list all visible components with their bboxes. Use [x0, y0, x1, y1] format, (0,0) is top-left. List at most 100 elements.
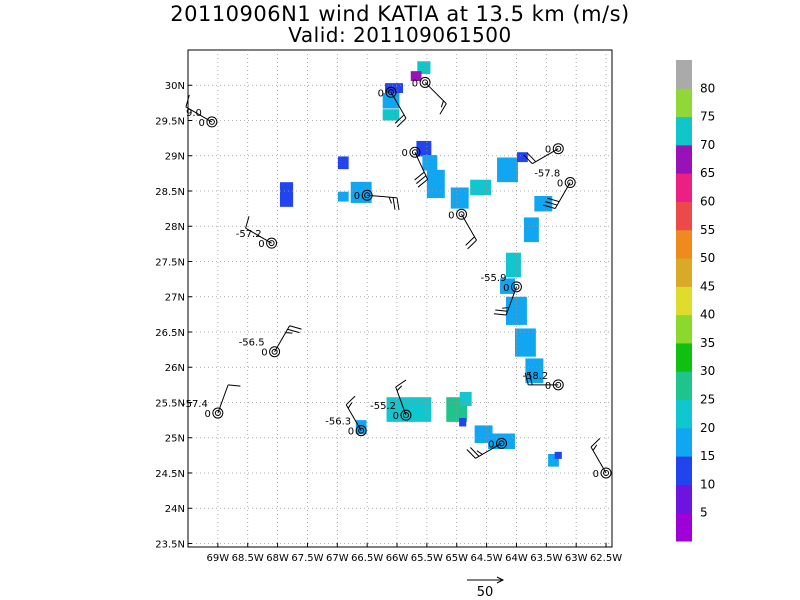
- wind-barb-flag: [590, 438, 601, 448]
- station-marker: 09.0: [185, 94, 218, 129]
- station-value-label: -57.2: [236, 229, 262, 240]
- wind-barb-flag: [470, 447, 480, 457]
- swath-cell: [459, 391, 472, 407]
- station-ring: [409, 146, 421, 158]
- x-tick-label: 68W: [266, 553, 289, 564]
- wind-barb-flag: [524, 372, 529, 385]
- colorbar-label: 70: [700, 138, 715, 152]
- wind-barb-flag: [394, 114, 405, 124]
- station-ring: [552, 379, 564, 391]
- y-tick-label: 23.5N: [155, 539, 185, 550]
- y-tick-label: 29.5N: [155, 116, 185, 127]
- station-ring: [269, 346, 281, 358]
- colorbar-label: 75: [700, 110, 715, 124]
- x-tick-label: 63.5W: [530, 553, 562, 564]
- y-tick-label: 28.5N: [155, 187, 185, 198]
- station-zero-label: 0: [199, 118, 205, 129]
- station-ring: [206, 116, 218, 128]
- swath-cell: [506, 252, 521, 278]
- station-ring-inner: [402, 412, 409, 419]
- station-ring: [600, 467, 612, 479]
- colorbar: 5 10 15 20 25 30 35 40 45 50 55 60 65 70 75 80: [676, 60, 715, 542]
- wind-barb-flag: [439, 103, 447, 115]
- station-marker: 0-57.4: [182, 384, 241, 420]
- station-value-label: -55.2: [370, 401, 396, 412]
- scale-arrow: 50: [467, 576, 505, 600]
- map-subtitle: Valid: 201109061500: [288, 23, 512, 47]
- swath-cell: [497, 157, 518, 183]
- y-tick-label: 26N: [165, 363, 185, 374]
- y-tick-label: 30N: [165, 81, 185, 92]
- wind-barb-flag: [414, 171, 425, 181]
- x-tick-label: 64W: [505, 553, 528, 564]
- station-zero-label: 0: [545, 381, 551, 392]
- wind-barb-flag: [396, 385, 403, 392]
- station-marker: 0: [590, 438, 612, 480]
- wind-barb-flag: [417, 179, 428, 188]
- wind-barb-flag: [545, 201, 558, 206]
- scale-arrow-head: [496, 576, 505, 584]
- swath-cell: [470, 179, 492, 196]
- station-ring-inner: [214, 410, 221, 417]
- axes: 69W 68.5W 68W 67.5W 67W 66.5W 66W 65.5W 65W 64.5W…: [155, 81, 622, 564]
- swath-cell: [554, 451, 562, 459]
- station-value-label: -57.4: [182, 399, 208, 410]
- grid-lines: [188, 50, 612, 547]
- swath-cell: [382, 93, 400, 109]
- station-ring: [564, 177, 576, 189]
- wind-barb-flag: [493, 313, 507, 316]
- wind-barb-flag: [528, 372, 533, 385]
- station-ring-inner: [422, 79, 429, 86]
- colorbar-label: 25: [700, 393, 715, 407]
- station-marker: 0-58.2: [522, 371, 564, 392]
- wind-barb-flag: [415, 175, 427, 184]
- station-marker: 0: [354, 189, 400, 211]
- swath-cell: [279, 182, 294, 207]
- station-ring: [212, 407, 224, 419]
- y-tick-label: 26.5N: [155, 328, 185, 339]
- y-tick-label: 29N: [165, 152, 185, 163]
- station-ring: [361, 189, 373, 201]
- colorbar-segment: [676, 116, 692, 146]
- wind-barb-flag: [392, 197, 396, 210]
- y-tick-label: 24N: [165, 504, 185, 515]
- plot-area: [187, 49, 613, 548]
- x-tick-label: 67.5W: [291, 553, 323, 564]
- station-zero-label: 0: [354, 191, 360, 202]
- wind-barb-flag: [185, 94, 190, 108]
- station-marker: 0: [523, 143, 564, 165]
- swath-cell: [523, 217, 539, 243]
- station-ring-inner: [555, 145, 562, 152]
- colorbar-segment: [676, 88, 692, 118]
- x-tick-label: 63W: [565, 553, 588, 564]
- station-zero-label: 0: [258, 239, 264, 250]
- station-zero-label: 0: [412, 78, 418, 89]
- station-zero-label: 0: [545, 145, 551, 156]
- y-tick-label: 27N: [165, 293, 185, 304]
- station-zero-label: 0: [348, 427, 354, 438]
- colorbar-segment: [676, 258, 692, 287]
- station-ring: [400, 409, 412, 421]
- x-tick-label: 65.5W: [411, 553, 443, 564]
- station-ring-inner: [208, 118, 215, 125]
- station-zero-label: 0: [448, 210, 454, 221]
- station-value-label: 9.0: [186, 108, 202, 119]
- x-tick-label: 67W: [326, 553, 349, 564]
- x-tick-label: 66.5W: [351, 553, 383, 564]
- colorbar-label: 45: [700, 279, 715, 293]
- y-tick-label: 25N: [165, 434, 185, 445]
- colorbar-label: 10: [700, 477, 715, 491]
- wind-barb-flag: [345, 395, 356, 406]
- wind-barb-flag: [523, 154, 533, 165]
- wind-barb-flag: [476, 450, 483, 455]
- swath-cell: [500, 278, 515, 294]
- wind-barb-flag: [547, 197, 560, 203]
- swath-cell: [355, 420, 367, 435]
- y-tick-label: 25.5N: [155, 398, 185, 409]
- station-zero-label: 0: [557, 179, 563, 190]
- station-ring-inner: [458, 211, 465, 218]
- station-marker: 0: [448, 208, 477, 250]
- map-title: 20110906N1 wind KATIA at 13.5 km (m/s): [170, 2, 630, 26]
- station-marker: 0-57.8: [534, 169, 576, 209]
- colorbar-label: 65: [700, 166, 715, 180]
